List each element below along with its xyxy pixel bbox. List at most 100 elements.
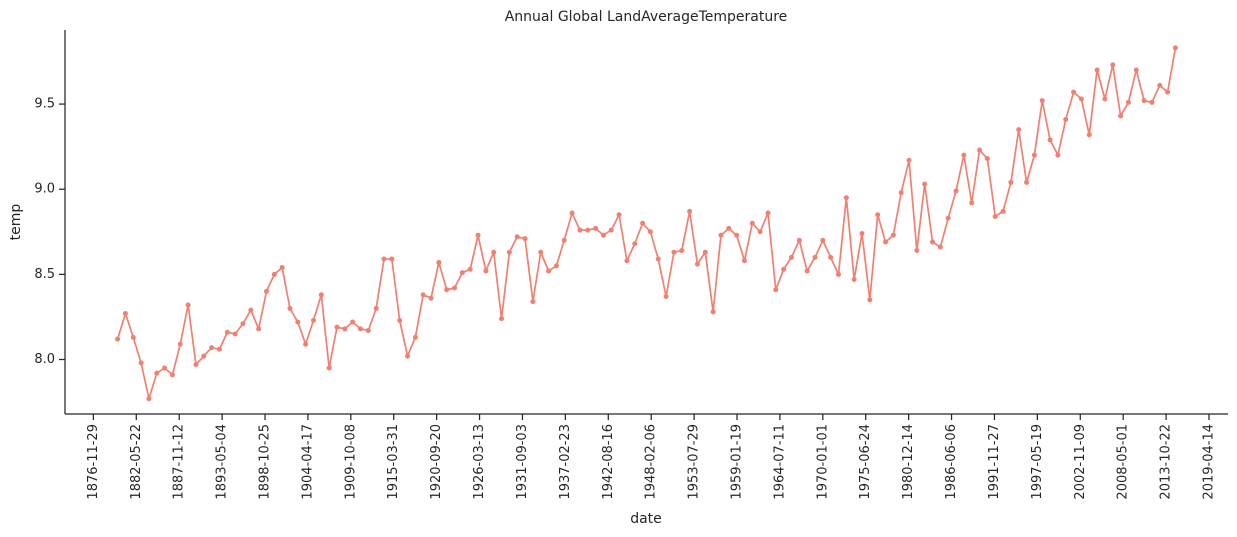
y-tick-label: 8.0: [34, 352, 55, 367]
data-point: [749, 220, 755, 226]
x-tick-label: 1915-03-31: [386, 424, 401, 500]
data-point: [365, 328, 371, 334]
data-point: [608, 227, 614, 233]
data-point: [491, 249, 497, 255]
x-tick-label: 1964-07-11: [772, 424, 787, 500]
data-point: [115, 336, 121, 342]
data-point: [820, 237, 826, 243]
data-point: [828, 254, 834, 260]
data-point: [585, 227, 591, 233]
data-point: [342, 326, 348, 332]
data-point: [640, 220, 646, 226]
data-point: [389, 256, 395, 262]
data-point: [256, 326, 262, 332]
data-point: [318, 292, 324, 298]
x-axis-label: date: [630, 511, 662, 527]
data-point: [122, 311, 128, 317]
y-tick-label: 8.5: [34, 267, 55, 282]
x-tick-label: 1986-06-06: [944, 424, 959, 500]
x-tick-label: 1882-05-22: [129, 424, 144, 500]
data-point: [1094, 67, 1100, 73]
data-point: [859, 230, 865, 236]
data-point: [201, 353, 207, 359]
data-point: [1031, 152, 1037, 158]
data-point: [279, 265, 285, 271]
x-tick-label: 1920-09-20: [429, 424, 444, 500]
data-point: [459, 270, 465, 276]
data-point: [224, 329, 230, 335]
series-line: [116, 47, 1177, 403]
data-point: [1149, 99, 1155, 105]
data-point: [679, 248, 685, 254]
data-point: [937, 244, 943, 250]
data-point: [710, 309, 716, 315]
data-point: [216, 346, 222, 352]
data-point: [883, 239, 889, 245]
data-point: [1071, 89, 1077, 95]
data-point: [1063, 116, 1069, 122]
data-point: [1086, 132, 1092, 138]
data-point: [812, 254, 818, 260]
data-point: [271, 271, 277, 277]
data-point: [1055, 152, 1061, 158]
x-tick-label: 1931-09-03: [515, 424, 530, 500]
data-point: [193, 362, 199, 368]
data-point: [906, 157, 912, 163]
data-point: [796, 237, 802, 243]
data-point: [154, 370, 160, 376]
data-point: [185, 302, 191, 308]
data-point: [209, 345, 215, 351]
x-tick-label: 2008-05-01: [1116, 424, 1131, 500]
x-tick-label: 1942-08-16: [601, 424, 616, 500]
data-point: [138, 360, 144, 366]
data-point: [914, 248, 920, 254]
data-point: [538, 249, 544, 255]
data-point: [357, 326, 363, 332]
data-point: [1125, 99, 1131, 105]
data-point: [263, 288, 269, 294]
data-point: [867, 297, 873, 303]
data-point: [1016, 127, 1022, 133]
x-tick-label: 1904-04-17: [300, 424, 315, 500]
x-tick-label: 2013-10-22: [1159, 424, 1174, 500]
data-point: [694, 261, 700, 267]
data-point: [506, 249, 512, 255]
data-point: [600, 232, 606, 238]
data-point: [162, 365, 168, 371]
data-point: [530, 299, 536, 305]
data-point: [475, 232, 481, 238]
data-point: [452, 285, 458, 291]
x-tick-label: 1893-05-04: [215, 424, 230, 500]
data-point: [726, 225, 732, 231]
x-tick-label: 1980-12-14: [901, 424, 916, 500]
data-point: [405, 353, 411, 359]
x-tick-label: 2002-11-09: [1073, 424, 1088, 500]
data-point: [428, 295, 434, 301]
data-point: [781, 266, 787, 272]
data-point: [632, 241, 638, 247]
data-point: [773, 287, 779, 293]
data-point: [741, 258, 747, 264]
data-point: [546, 268, 552, 274]
data-point: [1172, 45, 1178, 51]
data-point: [702, 249, 708, 255]
data-point: [146, 396, 152, 402]
data-point: [922, 181, 928, 187]
data-point: [898, 190, 904, 196]
x-tick-label: 1953-07-29: [687, 424, 702, 500]
data-point: [1110, 62, 1116, 68]
data-point: [835, 271, 841, 277]
data-point: [1078, 96, 1084, 102]
data-point: [718, 232, 724, 238]
data-point: [553, 263, 559, 269]
x-tick-label: 1876-11-29: [86, 424, 101, 500]
data-point: [875, 212, 881, 218]
data-point: [130, 334, 136, 340]
data-point: [397, 317, 403, 323]
x-tick-label: 1948-02-06: [644, 424, 659, 500]
x-tick-label: 1898-10-25: [258, 424, 273, 500]
data-point: [624, 258, 630, 264]
data-point: [765, 210, 771, 216]
data-point: [514, 234, 520, 240]
data-point: [569, 210, 575, 216]
